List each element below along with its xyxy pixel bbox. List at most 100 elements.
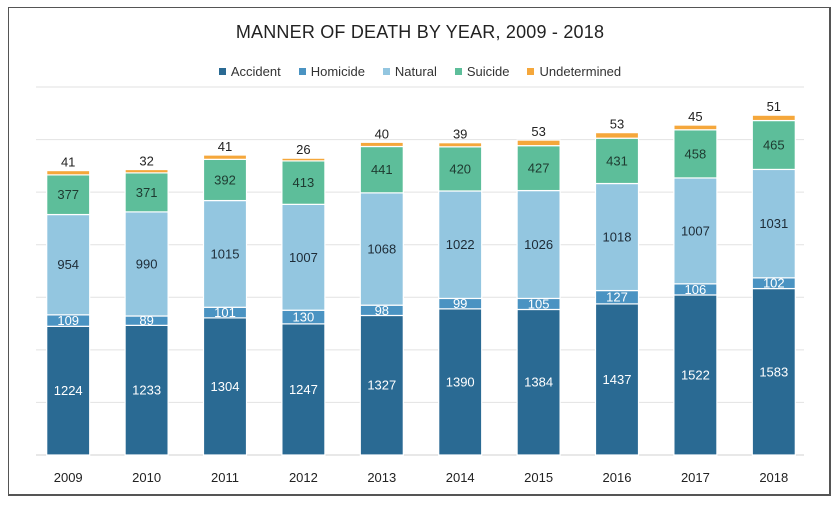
data-label-suicide: 377 [57,187,79,202]
legend-label: Undetermined [539,64,622,79]
bar-segment-suicide-2016 [594,137,640,185]
bar-segment-suicide-2013 [359,145,404,194]
data-label-suicide: 427 [528,161,550,176]
x-tick-label: 2010 [132,470,161,485]
x-tick-label: 2017 [681,470,710,485]
x-tick-label: 2018 [759,470,788,485]
legend-item-natural: Natural [382,64,437,79]
x-tick-label: 2015 [524,470,553,485]
legend-item-accident: Accident [218,64,281,79]
data-label-undetermined: 41 [61,155,75,170]
data-label-undetermined: 39 [453,127,467,142]
bar-segment-undetermined-2016 [594,132,640,139]
data-label-accident: 1304 [211,379,240,394]
legend-item-undetermined: Undetermined [527,64,621,79]
bar-segment-natural-2016 [594,182,640,292]
data-label-natural: 1022 [446,237,475,252]
legend-swatch [382,68,390,75]
bar-segment-accident-2011 [202,317,248,456]
legend-swatch [527,68,535,75]
data-label-natural: 1018 [603,230,632,245]
data-label-undetermined: 40 [375,126,389,141]
data-label-homicide: 98 [375,303,389,318]
x-tick-label: 2009 [54,470,83,485]
data-label-homicide: 130 [293,310,315,325]
bar-segment-suicide-2014 [438,146,483,192]
x-tick-label: 2014 [446,470,475,485]
data-label-accident: 1327 [367,378,396,393]
data-label-accident: 1384 [524,375,553,390]
data-label-natural: 1068 [367,242,396,257]
bar-segment-natural-2009 [46,213,91,316]
bar-segment-suicide-2009 [46,174,91,216]
bar-segment-accident-2010 [124,324,169,456]
bar-segment-undetermined-2010 [124,168,169,174]
bar-segment-natural-2015 [516,189,561,300]
bar-segment-undetermined-2015 [516,139,561,147]
data-label-suicide: 392 [214,172,236,187]
legend-item-homicide: Homicide [298,64,365,79]
data-label-homicide: 109 [57,313,79,328]
bar-segment-accident-2017 [673,294,718,456]
data-label-homicide: 105 [528,296,550,311]
data-label-suicide: 458 [685,146,707,161]
x-tick-label: 2016 [603,470,632,485]
data-label-accident: 1224 [54,383,83,398]
data-label-homicide: 102 [763,276,785,291]
data-label-homicide: 99 [453,296,467,311]
legend-swatch [218,68,226,75]
bar-segment-natural-2010 [124,211,169,317]
data-label-homicide: 89 [139,313,153,328]
data-label-suicide: 441 [371,162,393,177]
data-label-homicide: 127 [606,290,628,305]
chart-title: MANNER OF DEATH BY YEAR, 2009 - 2018 [235,22,605,42]
bar-segment-undetermined-2012 [281,157,326,162]
legend-item-suicide: Suicide [454,64,510,79]
data-label-accident: 1247 [289,382,318,397]
legend-swatch [298,68,306,75]
bar-segment-undetermined-2018 [751,114,796,122]
x-tick-label: 2013 [367,470,396,485]
data-label-undetermined: 26 [296,142,310,157]
legend-label: Homicide [310,64,365,79]
data-label-undetermined: 51 [767,99,781,114]
bar-segment-suicide-2012 [281,160,326,205]
data-label-natural: 1031 [759,216,788,231]
data-label-undetermined: 45 [688,109,702,124]
data-label-homicide: 106 [685,282,707,297]
bar-segment-accident-2014 [438,308,483,456]
data-label-suicide: 413 [293,175,315,190]
data-label-natural: 1007 [681,223,710,238]
legend-label: Natural [394,64,437,79]
bar-segment-accident-2009 [46,325,91,456]
legend-label: Suicide [466,64,510,79]
data-label-suicide: 431 [606,153,628,168]
data-label-natural: 1015 [211,246,240,261]
x-tick-label: 2012 [289,470,318,485]
data-label-accident: 1233 [132,383,161,398]
data-label-accident: 1390 [446,374,475,389]
data-label-accident: 1437 [603,372,632,387]
bar-segment-undetermined-2009 [46,169,91,176]
data-label-natural: 990 [136,256,158,271]
data-label-natural: 954 [57,257,79,272]
legend: Accident Homicide Natural Suicide Undetermin… [0,64,840,79]
bar-segment-accident-2013 [359,314,404,456]
data-label-accident: 1583 [759,364,788,379]
data-label-natural: 1026 [524,237,553,252]
bar-segment-natural-2018 [751,168,796,279]
bar-segment-natural-2014 [438,190,483,300]
data-label-suicide: 420 [449,161,471,176]
data-label-undetermined: 41 [218,139,232,154]
data-label-suicide: 465 [763,137,785,152]
bar-segment-suicide-2018 [751,119,796,171]
data-label-suicide: 371 [136,185,158,200]
bar-segment-undetermined-2013 [359,141,404,148]
data-label-homicide: 101 [214,305,236,320]
data-label-undetermined: 53 [531,124,545,139]
data-label-undetermined: 32 [139,154,153,169]
bar-segment-accident-2015 [516,308,561,456]
bar-segment-natural-2017 [673,177,718,285]
legend-label: Accident [230,64,281,79]
